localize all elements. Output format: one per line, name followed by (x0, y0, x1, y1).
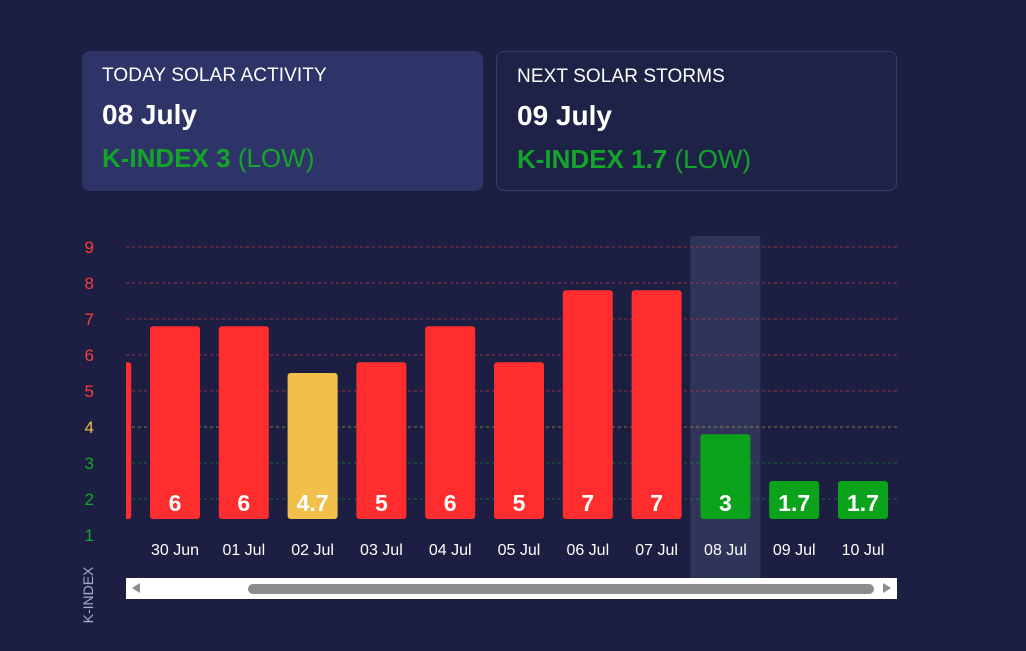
next-storms-card: NEXT SOLAR STORMS 09 July K-INDEX 1.7 (L… (496, 51, 897, 191)
today-activity-card: TODAY SOLAR ACTIVITY 08 July K-INDEX 3 (… (82, 51, 483, 191)
x-tick-label: 05 Jul (498, 542, 541, 559)
today-level: (LOW) (237, 143, 315, 173)
next-level: (LOW) (674, 144, 752, 174)
bar-value-label: 5 (375, 490, 388, 516)
y-tick-label: 9 (85, 238, 94, 257)
y-tick-label: 6 (85, 346, 94, 365)
triangle-right-icon[interactable] (883, 583, 891, 593)
next-heading: NEXT SOLAR STORMS (517, 66, 725, 87)
bar-value-label: 6 (169, 490, 182, 516)
x-tick-label: 10 Jul (842, 542, 885, 559)
bar-partial (126, 362, 132, 519)
y-axis-label: K-INDEX (80, 566, 96, 623)
y-tick-label: 2 (85, 490, 94, 509)
x-tick-label: 02 Jul (291, 542, 334, 559)
bar (356, 362, 407, 519)
bar (425, 326, 476, 519)
next-k-line: K-INDEX 1.7 (LOW) (517, 144, 876, 175)
bar (631, 290, 682, 519)
bar (838, 481, 888, 519)
bar-value-label: 5 (513, 490, 526, 516)
bar (700, 434, 751, 519)
k-index-chart-svg: 9 8 7 6 5 4 3 2 1 K-INDEX n 6 30 Jun 6 01 Jul 4.7 02 Jul… (80, 236, 897, 623)
today-date: 08 July (102, 99, 197, 130)
bar (562, 290, 613, 519)
bar (287, 373, 338, 519)
x-tick-label: 01 Jul (222, 542, 265, 559)
bar-value-label: 6 (237, 490, 250, 516)
today-k-line: K-INDEX 3 (LOW) (102, 143, 463, 174)
bars-group: n 6 30 Jun 6 01 Jul 4.7 02 Jul 5 03 Jul 6 04 Jul 5 0… (102, 290, 888, 559)
x-tick-label: 30 Jun (151, 542, 199, 559)
bar (218, 326, 269, 519)
x-tick-label: 09 Jul (773, 542, 816, 559)
bar-value-label: 7 (581, 490, 594, 516)
bar-value-label: 4.7 (297, 490, 329, 516)
bar (494, 362, 544, 519)
highlight-column (690, 236, 761, 579)
today-k-index: K-INDEX 3 (102, 143, 231, 173)
x-tick-label: 06 Jul (566, 542, 609, 559)
bar-value-label: 1.7 (778, 490, 810, 516)
bar (769, 481, 820, 519)
y-tick-label: 7 (85, 310, 94, 329)
x-tick-label-partial: n (102, 542, 111, 559)
k-index-chart: 9 8 7 6 5 4 3 2 1 K-INDEX n 6 30 Jun 6 01 Jul 4.7 02 Jul… (70, 225, 910, 645)
today-heading: TODAY SOLAR ACTIVITY (102, 65, 327, 86)
bar-value-label: 7 (650, 490, 663, 516)
x-tick-label: 08 Jul (704, 542, 747, 559)
triangle-left-icon[interactable] (132, 583, 140, 593)
bar-value-label: 6 (444, 490, 457, 516)
y-tick-label: 1 (85, 526, 94, 545)
next-date: 09 July (517, 100, 612, 131)
bar-value-label: 3 (719, 490, 732, 516)
y-tick-label: 3 (85, 454, 94, 473)
chart-scrollbar[interactable] (126, 578, 897, 599)
scroll-thumb[interactable] (248, 584, 874, 594)
x-tick-label: 03 Jul (360, 542, 403, 559)
y-tick-label: 8 (85, 274, 94, 293)
bar (150, 326, 200, 519)
bar-value-label: 1.7 (847, 490, 879, 516)
x-tick-label: 07 Jul (635, 542, 678, 559)
x-tick-label: 04 Jul (429, 542, 472, 559)
y-tick-label: 5 (85, 382, 94, 401)
next-k-index: K-INDEX 1.7 (517, 144, 668, 174)
y-tick-label: 4 (85, 418, 94, 437)
